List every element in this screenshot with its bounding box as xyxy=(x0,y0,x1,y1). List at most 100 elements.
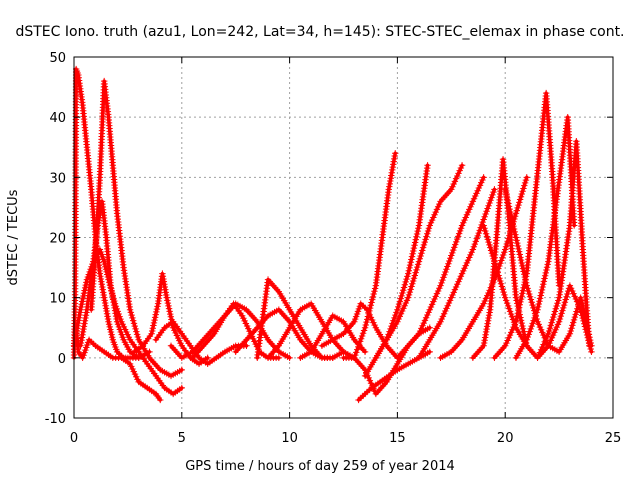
data-point-marker xyxy=(522,176,530,184)
data-point-marker xyxy=(453,235,461,243)
data-point-marker xyxy=(536,323,544,331)
data-point-marker xyxy=(481,297,489,305)
data-point-marker xyxy=(482,227,489,235)
data-point-marker xyxy=(425,309,432,316)
data-point-marker xyxy=(506,331,514,339)
data-point-marker xyxy=(517,193,525,200)
data-point-marker xyxy=(458,222,466,229)
data-point-marker xyxy=(470,243,478,250)
data-point-marker xyxy=(520,268,527,275)
data-point-marker xyxy=(149,325,156,332)
data-point-marker xyxy=(516,251,523,258)
data-point-marker xyxy=(532,312,540,320)
data-point-marker xyxy=(394,318,401,325)
data-point-marker xyxy=(559,307,566,314)
data-point-marker xyxy=(528,299,535,306)
data-point-marker xyxy=(167,313,175,321)
data-point-marker xyxy=(178,384,185,392)
data-point-marker xyxy=(518,293,525,300)
data-point-marker xyxy=(487,197,494,204)
data-point-marker xyxy=(77,306,84,313)
data-point-marker xyxy=(489,252,496,260)
data-point-marker xyxy=(129,317,137,324)
data-series xyxy=(469,156,530,362)
data-point-marker xyxy=(427,219,435,226)
data-point-marker xyxy=(157,396,164,404)
data-point-marker xyxy=(462,262,469,269)
data-point-marker xyxy=(415,258,423,265)
data-point-marker xyxy=(396,298,404,305)
data-point-marker xyxy=(519,188,526,195)
data-point-marker xyxy=(569,322,576,329)
data-point-marker xyxy=(451,244,458,251)
data-point-marker xyxy=(398,292,405,300)
data-point-marker xyxy=(546,325,554,332)
data-point-marker xyxy=(414,261,422,268)
data-point-marker xyxy=(164,297,171,304)
data-point-marker xyxy=(461,216,468,224)
data-point-marker xyxy=(585,331,593,338)
data-point-marker xyxy=(419,322,426,329)
data-point-marker xyxy=(502,342,509,349)
data-point-marker xyxy=(488,250,496,257)
data-point-marker xyxy=(563,293,570,300)
data-point-marker xyxy=(513,297,520,304)
data-point-marker xyxy=(393,309,400,316)
data-point-marker xyxy=(453,238,460,246)
y-tick-label: 20 xyxy=(49,232,66,247)
data-point-marker xyxy=(411,272,419,279)
data-point-marker xyxy=(416,327,424,335)
data-point-marker xyxy=(511,228,518,236)
data-point-marker xyxy=(486,199,493,207)
data-point-marker xyxy=(415,225,422,232)
data-point-marker xyxy=(564,290,571,298)
data-point-marker xyxy=(438,315,445,323)
data-point-marker xyxy=(367,302,375,309)
data-point-marker xyxy=(511,213,519,220)
data-point-marker xyxy=(480,222,487,229)
data-point-marker xyxy=(527,296,535,303)
data-point-marker xyxy=(555,318,563,325)
data-point-marker xyxy=(82,281,89,289)
data-point-marker xyxy=(150,319,158,327)
data-point-marker xyxy=(456,227,464,235)
data-point-marker xyxy=(402,278,409,286)
data-point-marker xyxy=(420,241,428,249)
data-point-marker xyxy=(353,349,360,356)
data-point-marker xyxy=(80,290,88,297)
data-point-marker xyxy=(498,257,505,264)
data-point-marker xyxy=(536,298,543,305)
data-point-marker xyxy=(165,305,173,312)
data-point-marker xyxy=(432,208,439,216)
y-tick-label: 10 xyxy=(49,292,66,307)
data-series xyxy=(491,89,563,362)
data-point-marker xyxy=(433,290,441,297)
data-point-marker xyxy=(370,290,377,298)
data-point-marker xyxy=(442,268,449,276)
data-point-marker xyxy=(456,167,463,174)
data-point-marker xyxy=(557,312,564,320)
data-point-marker xyxy=(371,285,379,292)
data-point-marker xyxy=(569,319,577,326)
data-point-marker xyxy=(521,271,528,278)
data-point-marker xyxy=(502,294,509,301)
data-point-marker xyxy=(178,366,185,374)
data-point-marker xyxy=(361,348,369,356)
data-point-marker xyxy=(365,374,372,382)
data-point-marker xyxy=(507,310,515,318)
data-point-marker xyxy=(543,266,550,274)
y-tick-label: 0 xyxy=(58,352,66,367)
data-point-marker xyxy=(474,232,481,240)
data-point-marker xyxy=(152,311,159,318)
data-point-marker xyxy=(361,324,369,331)
data-point-marker xyxy=(552,326,559,333)
data-point-marker xyxy=(406,264,413,272)
data-point-marker xyxy=(537,326,545,333)
data-point-marker xyxy=(417,252,424,260)
data-point-marker xyxy=(492,263,500,271)
data-point-marker xyxy=(540,341,547,348)
data-point-marker xyxy=(543,339,551,347)
data-point-marker xyxy=(554,300,561,307)
data-point-marker xyxy=(496,275,503,282)
